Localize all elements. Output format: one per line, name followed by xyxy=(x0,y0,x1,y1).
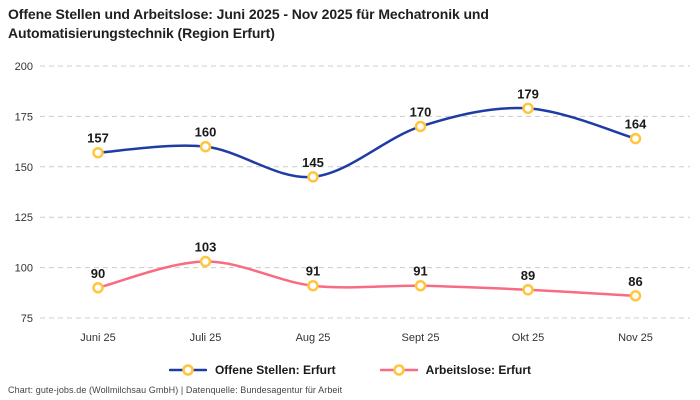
data-point-label: 179 xyxy=(517,86,539,101)
y-tick-label: 150 xyxy=(15,162,33,174)
data-point-label: 160 xyxy=(195,125,217,140)
x-tick-label: Juni 25 xyxy=(80,332,115,344)
data-point-marker[interactable] xyxy=(414,279,427,292)
x-tick-label: Juli 25 xyxy=(190,332,222,344)
data-point-marker[interactable] xyxy=(307,279,319,292)
legend-line-marker-icon xyxy=(168,364,207,376)
data-point-label: 164 xyxy=(625,117,647,132)
data-point-marker[interactable] xyxy=(629,290,642,302)
data-point-marker[interactable] xyxy=(199,140,212,153)
legend-marker-icon xyxy=(182,364,194,376)
series-line xyxy=(96,106,637,179)
data-point-marker[interactable] xyxy=(414,120,427,133)
legend-item[interactable]: Arbeitslose: Erfurt xyxy=(379,363,532,377)
data-point-label: 103 xyxy=(195,240,217,255)
x-tick-label: Okt 25 xyxy=(512,332,544,344)
data-point-marker[interactable] xyxy=(92,282,104,294)
legend-line-marker-icon xyxy=(379,364,418,376)
legend-item[interactable]: Offene Stellen: Erfurt xyxy=(168,363,336,377)
legend-label: Arbeitslose: Erfurt xyxy=(425,363,532,377)
y-tick-label: 200 xyxy=(15,61,33,73)
x-tick-label: Nov 25 xyxy=(618,332,653,344)
data-point-label: 91 xyxy=(306,264,320,279)
y-tick-label: 125 xyxy=(15,212,33,224)
data-point-marker[interactable] xyxy=(92,146,104,159)
data-point-marker[interactable] xyxy=(629,132,642,145)
data-point-label: 157 xyxy=(87,131,109,146)
data-point-marker[interactable] xyxy=(522,102,534,115)
chart-title: Offene Stellen und Arbeitslose: Juni 202… xyxy=(8,6,489,41)
y-tick-label: 100 xyxy=(15,263,33,275)
data-point-label: 145 xyxy=(302,155,324,170)
legend-label: Offene Stellen: Erfurt xyxy=(214,363,336,377)
attribution-text: Chart: gute-jobs.de (Wollmilchsau GmbH) … xyxy=(8,385,343,395)
data-point-marker[interactable] xyxy=(522,284,534,296)
line-chart-plot: 200 175 150 125 100 75 Juni 25 Juli 25 Aug 25 Sep… xyxy=(15,61,690,344)
data-point-label: 89 xyxy=(521,268,535,283)
y-tick-label: 75 xyxy=(21,313,33,325)
data-point-label: 90 xyxy=(91,266,105,281)
data-point-marker[interactable] xyxy=(307,171,319,183)
y-tick-label: 175 xyxy=(15,111,33,123)
legend-marker-icon xyxy=(392,364,405,376)
data-point-label: 91 xyxy=(413,264,427,279)
data-point-label: 170 xyxy=(410,104,432,119)
x-tick-label: Aug 25 xyxy=(296,332,331,344)
data-point-marker[interactable] xyxy=(199,255,212,268)
legend: Offene Stellen: Erfurt Arbeitslose: Erfur… xyxy=(0,360,700,380)
series-line xyxy=(96,260,637,298)
data-point-label: 86 xyxy=(628,274,642,289)
x-tick-label: Sept 25 xyxy=(402,332,440,344)
